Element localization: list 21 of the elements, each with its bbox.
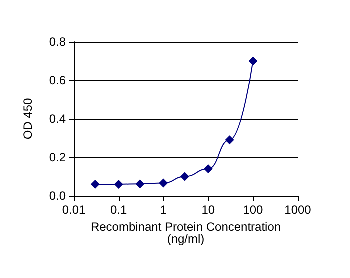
y-tick-label: 0.4 — [49, 112, 66, 126]
point — [90, 180, 100, 189]
y-axis-title: OD 450 — [21, 98, 35, 140]
point — [204, 164, 213, 174]
x-tick-label: 10 — [202, 203, 216, 217]
x-axis-title: Recombinant Protein Concentration (ng/ml) — [90, 220, 282, 246]
point — [159, 178, 168, 188]
x-tick-label: 0.1 — [110, 203, 128, 217]
point — [136, 180, 145, 189]
x-tick-label: 1 — [160, 203, 168, 217]
y-tick-label: 0.8 — [49, 35, 66, 49]
x-tick-label: 100 — [243, 203, 264, 217]
y-tick-label: 0.0 — [49, 189, 66, 203]
y-tick-label: 0.2 — [49, 150, 66, 164]
point — [180, 172, 190, 182]
point — [114, 180, 124, 189]
point — [248, 56, 258, 66]
y-tick-label: 0.6 — [49, 74, 66, 88]
x-tick-label: 1000 — [284, 203, 312, 217]
x-tick-label: 0.01 — [62, 203, 86, 217]
point — [225, 136, 234, 145]
